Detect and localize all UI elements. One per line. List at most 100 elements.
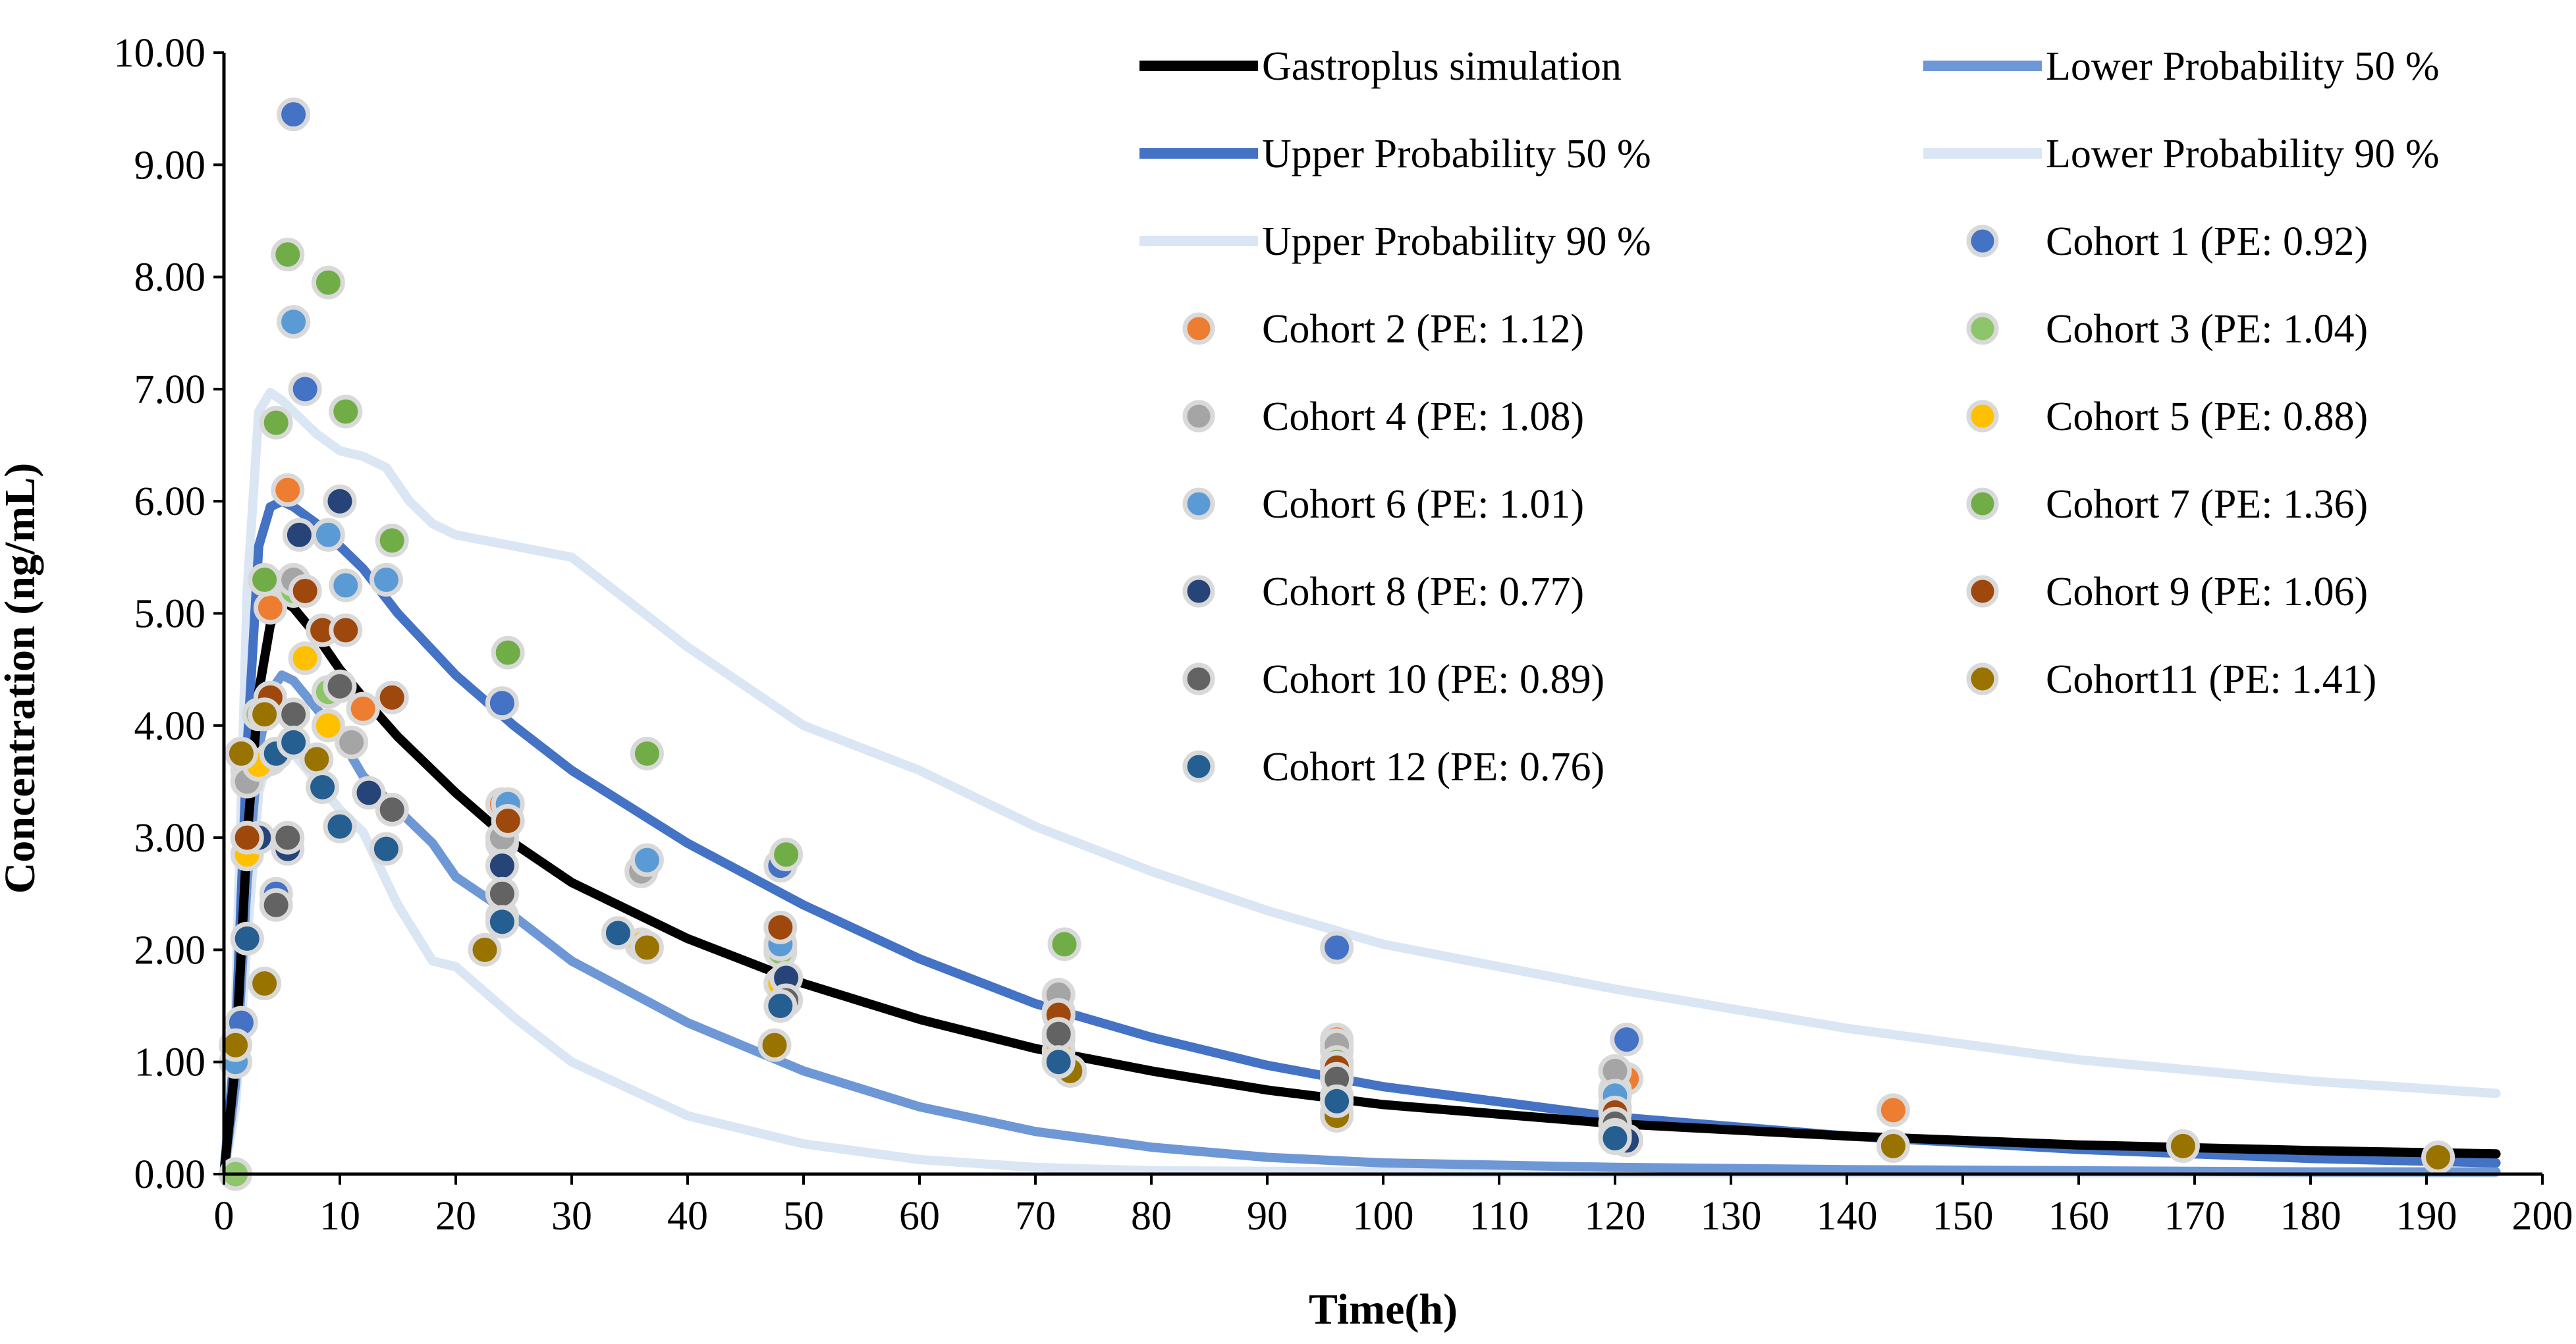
legend: Gastroplus simulation Lower Probability 5… <box>1139 44 2440 790</box>
x-tick-label: 40 <box>667 1194 708 1239</box>
x-tick-label: 100 <box>1353 1194 1414 1239</box>
x-tick-label: 10 <box>319 1194 360 1239</box>
legend-label: Cohort 2 (PE: 1.12) <box>1262 307 1584 352</box>
point-cohort-2 <box>271 473 305 507</box>
legend-item: Cohort 8 (PE: 0.77) <box>1182 570 1584 614</box>
point-cohort-7 <box>630 736 664 770</box>
y-tick-label: 7.00 <box>134 367 206 412</box>
point-cohort-12 <box>323 809 357 844</box>
point-cohort-12 <box>485 905 519 939</box>
legend-item: Lower Probability 50 % <box>1923 44 2440 89</box>
y-tick-label: 4.00 <box>134 704 206 749</box>
point-cohort-9 <box>230 820 264 855</box>
point-cohort-12 <box>1041 1045 1076 1079</box>
point-cohort11 <box>757 1028 792 1062</box>
legend-item: Cohort 5 (PE: 0.88) <box>1966 394 2368 439</box>
point-cohort-7 <box>491 635 525 670</box>
point-cohort-5 <box>311 709 345 743</box>
x-axis-label: Time(h) <box>1309 1285 1458 1333</box>
x-tick-label: 90 <box>1247 1194 1288 1239</box>
y-axis-label: Concentration (ng/mL) <box>0 463 44 894</box>
legend-label: Gastroplus simulation <box>1262 44 1622 89</box>
point-cohort11 <box>248 966 282 1000</box>
point-cohort-7 <box>329 394 363 429</box>
point-cohort-9 <box>288 574 322 608</box>
point-cohort-6 <box>369 562 403 597</box>
legend-marker-swatch <box>1966 662 1999 695</box>
x-tick-label: 160 <box>2048 1194 2110 1239</box>
point-cohort11 <box>248 697 282 732</box>
y-tick-label: 0.00 <box>134 1152 206 1197</box>
x-tick-label: 190 <box>2396 1194 2457 1239</box>
x-tick-label: 80 <box>1131 1194 1172 1239</box>
observed-points <box>219 97 2455 1191</box>
point-cohort-10 <box>323 669 357 703</box>
line-upper-probability-90 <box>219 388 2501 1179</box>
point-cohort-7 <box>271 238 305 272</box>
point-cohort-10 <box>277 697 311 732</box>
legend-item: Cohort 4 (PE: 1.08) <box>1182 394 1584 439</box>
point-cohort-12 <box>369 832 403 866</box>
point-cohort-7 <box>248 562 282 597</box>
point-cohort-12 <box>230 921 264 955</box>
x-tick-label: 60 <box>899 1194 940 1239</box>
y-tick-label: 2.00 <box>134 928 206 973</box>
legend-marker-swatch <box>1966 225 1999 257</box>
point-cohort-10 <box>485 876 519 911</box>
legend-label: Cohort 3 (PE: 1.04) <box>2046 307 2368 352</box>
point-cohort-1 <box>485 686 519 720</box>
legend-label: Lower Probability 50 % <box>2046 44 2440 89</box>
legend-item: Gastroplus simulation <box>1139 44 1622 89</box>
legend-label: Upper Probability 90 % <box>1262 219 1651 264</box>
legend-marker-swatch <box>1966 312 1999 345</box>
legend-item: Cohort 1 (PE: 0.92) <box>1966 219 2368 264</box>
legend-marker-swatch <box>1966 400 1999 433</box>
legend-item: Cohort 10 (PE: 0.89) <box>1182 657 1604 702</box>
point-cohort-2 <box>346 691 380 726</box>
y-tick-label: 8.00 <box>134 255 206 300</box>
y-tick-label: 3.00 <box>134 816 206 861</box>
y-tick-label: 1.00 <box>134 1040 206 1085</box>
legend-marker-swatch <box>1966 575 1999 608</box>
x-tick-label: 180 <box>2280 1194 2342 1239</box>
legend-item: Cohort 2 (PE: 1.12) <box>1182 307 1584 352</box>
point-cohort-6 <box>311 518 345 552</box>
x-tick-label: 130 <box>1701 1194 1762 1239</box>
point-cohort-7 <box>311 265 345 300</box>
legend-item: Cohort 7 (PE: 1.36) <box>1966 482 2368 527</box>
x-tick-label: 170 <box>2164 1194 2226 1239</box>
legend-marker-swatch <box>1966 487 1999 520</box>
axes-layer: 0.00 1.00 2.00 3.00 4.00 5.00 6.00 7.00 8.00 9.00… <box>114 31 2573 1239</box>
x-tick-label: 200 <box>2512 1194 2573 1239</box>
point-cohort11 <box>224 736 258 770</box>
point-cohort11 <box>630 930 664 965</box>
x-tick-label: 20 <box>435 1194 476 1239</box>
point-cohort-9 <box>763 910 798 944</box>
point-cohort-10 <box>375 793 409 827</box>
legend-label: Cohort 1 (PE: 0.92) <box>2046 219 2368 264</box>
point-cohort-6 <box>630 843 664 877</box>
legend-label: Cohort 4 (PE: 1.08) <box>1262 394 1584 439</box>
point-cohort-12 <box>306 770 340 804</box>
x-tick-label: 50 <box>783 1194 824 1239</box>
legend-marker-swatch <box>1182 750 1215 783</box>
legend-label: Upper Probability 50 % <box>1262 132 1651 176</box>
point-cohort-1 <box>1610 1023 1644 1057</box>
legend-marker-swatch <box>1182 312 1215 345</box>
point-cohort11 <box>1876 1129 1910 1163</box>
y-tick-label: 9.00 <box>134 143 206 188</box>
legend-label: Cohort 12 (PE: 0.76) <box>1262 745 1604 790</box>
point-cohort-12 <box>277 725 311 759</box>
legend-label: Cohort 5 (PE: 0.88) <box>2046 394 2368 439</box>
point-cohort-1 <box>277 97 311 132</box>
point-cohort11 <box>2166 1129 2200 1163</box>
y-tick-label: 5.00 <box>134 592 206 637</box>
legend-label: Cohort 6 (PE: 1.01) <box>1262 482 1584 527</box>
legend-item: Lower Probability 90 % <box>1923 132 2440 176</box>
point-cohort-7 <box>375 524 409 558</box>
x-tick-label: 140 <box>1817 1194 1878 1239</box>
y-tick-label: 10.00 <box>114 31 206 76</box>
point-cohort-8 <box>485 849 519 883</box>
point-cohort-9 <box>491 804 525 838</box>
